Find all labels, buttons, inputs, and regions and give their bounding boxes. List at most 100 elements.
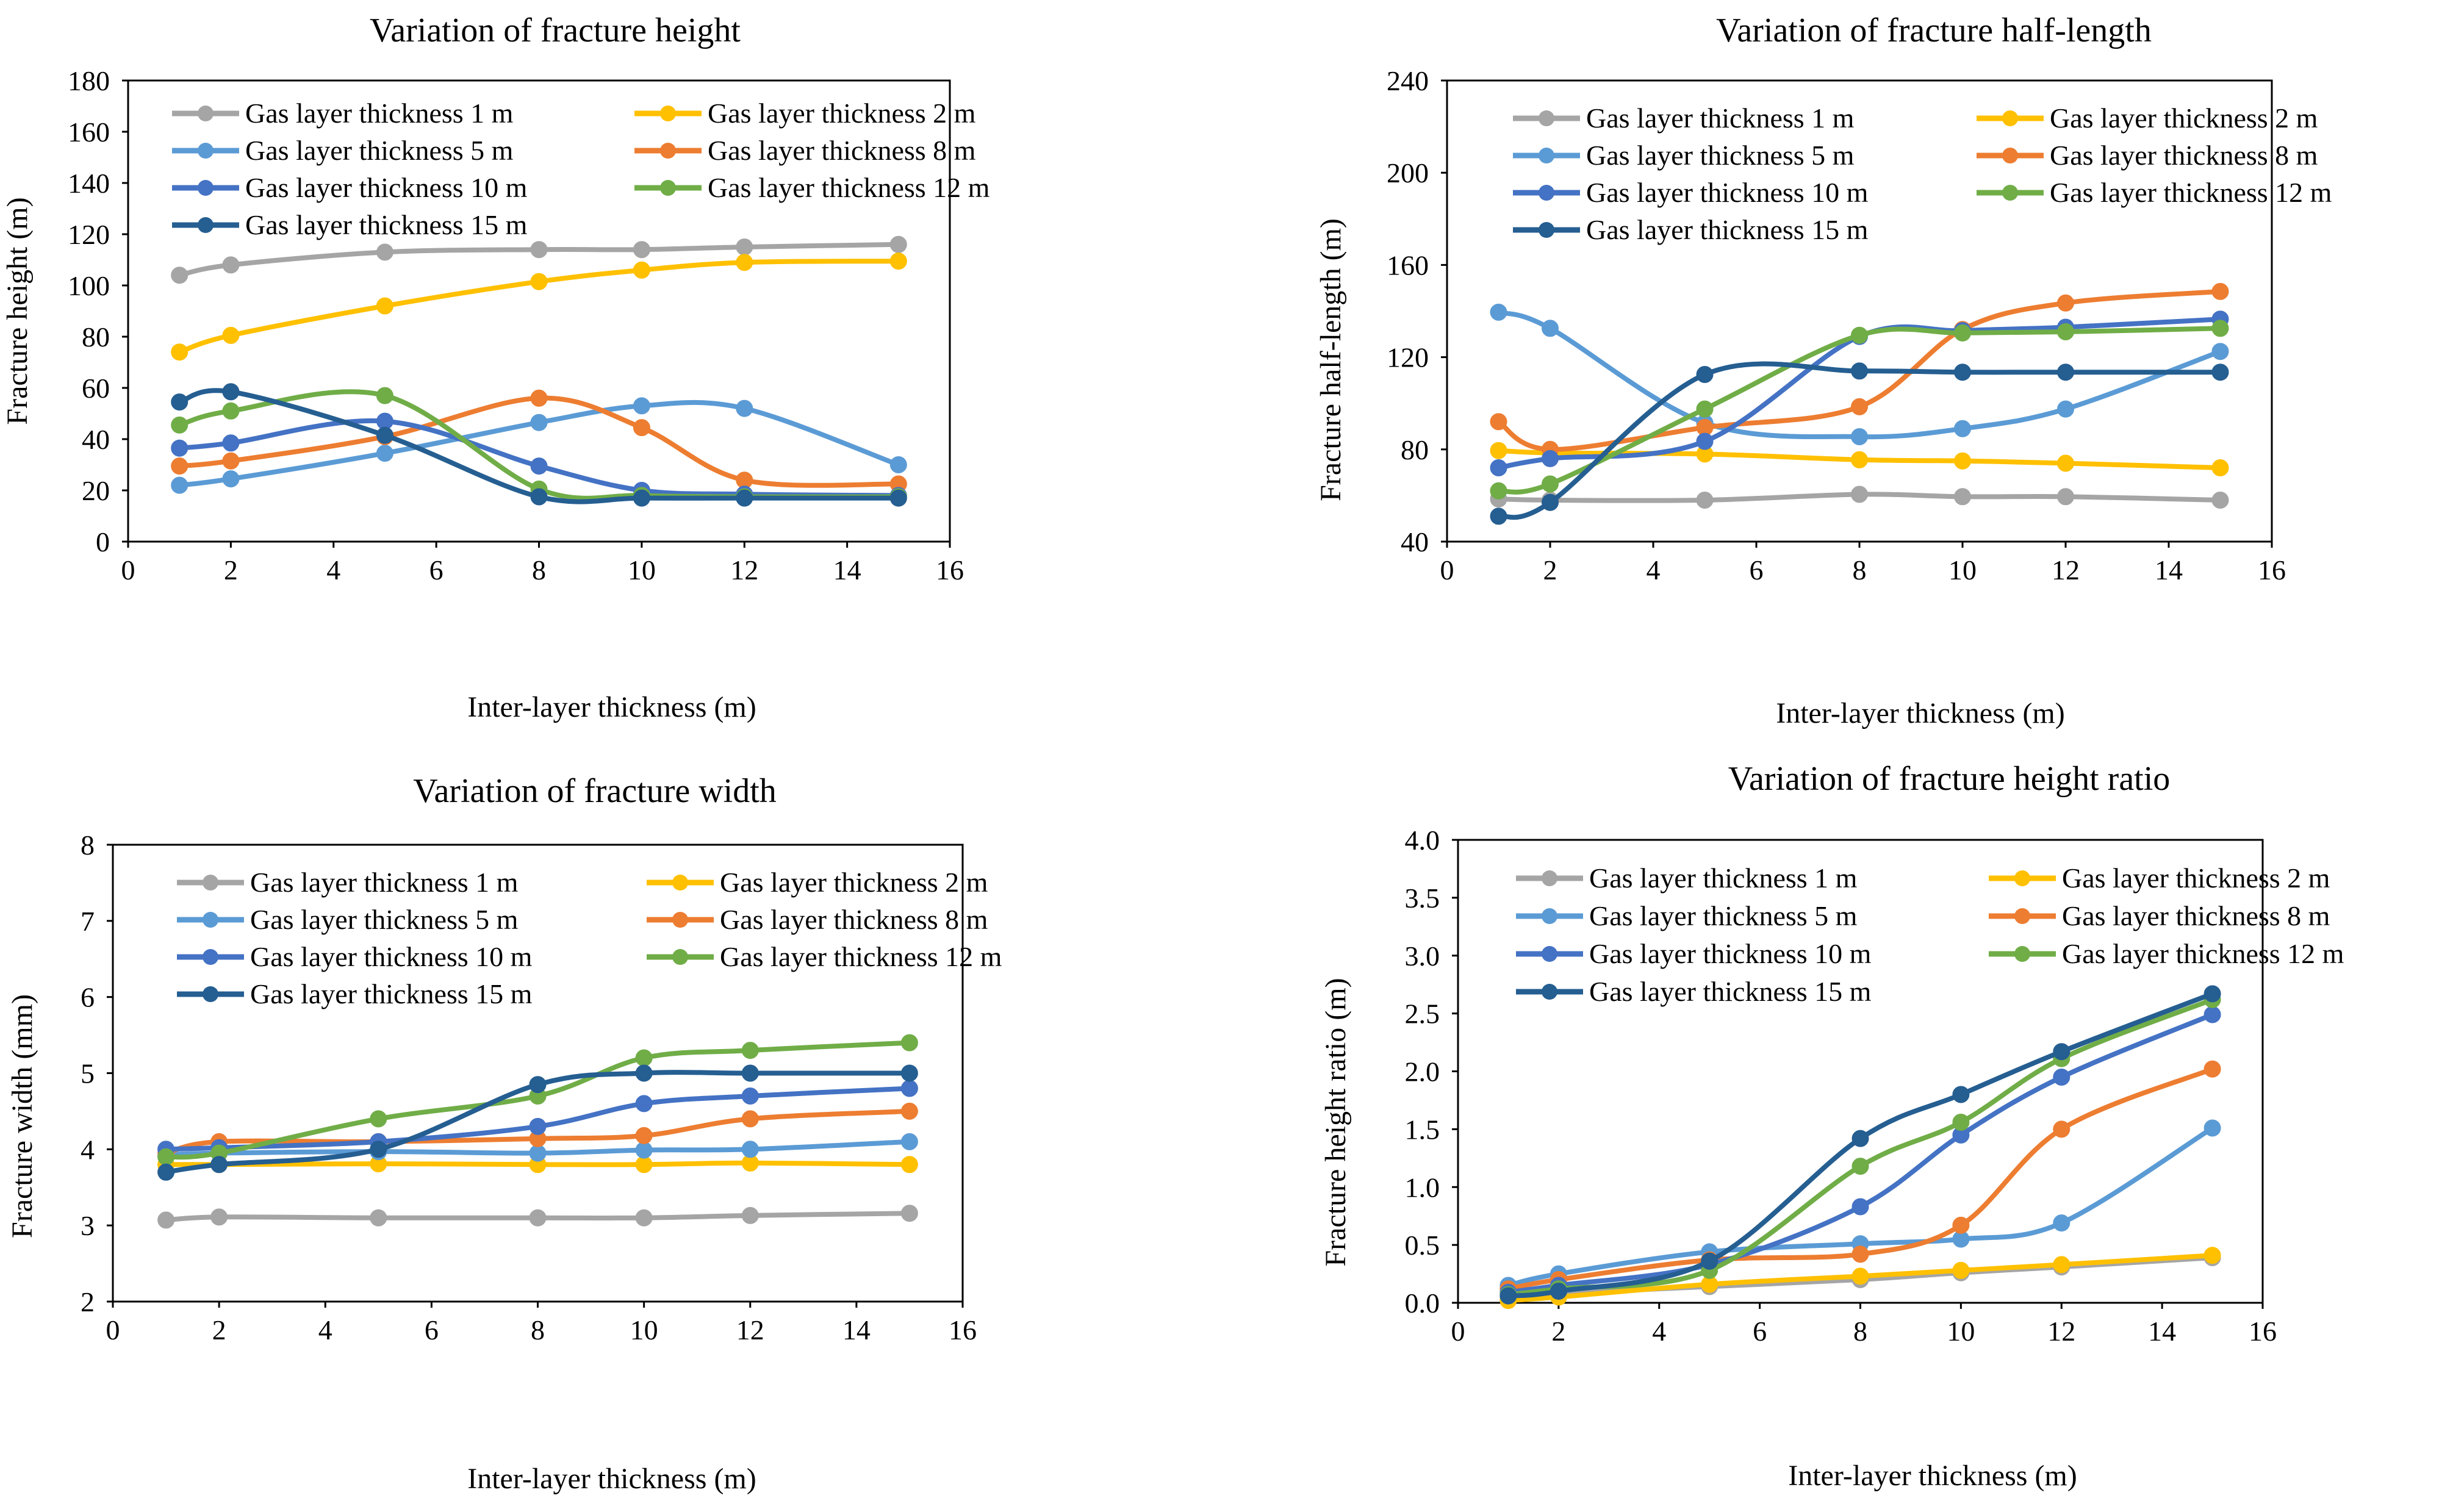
data-point (1490, 459, 1507, 476)
legend-marker (2014, 908, 2030, 924)
y-tick-label: 80 (1401, 434, 1429, 465)
data-point (530, 389, 548, 407)
data-point (1954, 452, 1971, 470)
data-point (210, 1156, 228, 1173)
x-tick-label: 0 (106, 1314, 120, 1345)
legend-label: Gas layer thickness 5 m (1586, 140, 1855, 171)
data-point (529, 1144, 547, 1162)
data-point (1490, 442, 1507, 459)
legend-label: Gas layer thickness 15 m (1586, 214, 1869, 245)
data-point (633, 241, 650, 259)
y-tick-label: 7 (81, 906, 95, 937)
legend-label: Gas layer thickness 15 m (245, 209, 528, 240)
data-point (1954, 324, 1971, 342)
data-point (1490, 303, 1507, 321)
x-tick-label: 16 (936, 554, 964, 586)
data-point (529, 1209, 547, 1227)
chart-fracture-height-svg: Variation of fracture height020406080100… (1, 12, 990, 723)
data-point (736, 254, 753, 271)
data-point (635, 1209, 653, 1227)
data-point (157, 1148, 175, 1166)
data-point (1550, 1283, 1567, 1300)
data-point (171, 439, 189, 457)
y-tick-label: 120 (68, 219, 110, 250)
y-tick-label: 3 (81, 1210, 95, 1241)
data-point (1851, 398, 1868, 415)
data-point (370, 1110, 387, 1128)
legend-label: Gas layer thickness 10 m (1586, 177, 1869, 208)
x-tick-label: 4 (1647, 554, 1661, 586)
data-point (900, 1133, 918, 1150)
y-tick-label: 20 (82, 475, 110, 506)
data-point (157, 1163, 175, 1181)
data-point (171, 416, 189, 434)
data-point (1490, 413, 1507, 431)
legend-marker (198, 180, 214, 196)
legend-label: Gas layer thickness 8 m (708, 135, 976, 166)
data-point (736, 238, 753, 256)
y-tick-label: 80 (82, 321, 110, 353)
legend-marker (1539, 110, 1554, 126)
y-axis-label: Fracture height (m) (1, 197, 34, 425)
data-point (889, 235, 907, 253)
data-point (1696, 492, 1714, 509)
x-tick-label: 14 (2148, 1316, 2176, 1347)
chart-title: Variation of fracture height ratio (1728, 760, 2171, 798)
data-point (736, 399, 753, 417)
data-point (222, 434, 240, 452)
data-point (210, 1208, 228, 1226)
data-point (2211, 343, 2229, 360)
legend-label: Gas layer thickness 10 m (250, 941, 533, 972)
legend-marker (660, 106, 676, 121)
data-point (1954, 488, 1971, 506)
y-tick-label: 160 (1387, 249, 1429, 281)
x-tick-label: 14 (2155, 554, 2183, 586)
data-point (1851, 428, 1868, 445)
data-point (222, 402, 240, 420)
data-point (171, 343, 189, 361)
data-point (2203, 1060, 2221, 1078)
data-point (1696, 366, 1714, 383)
x-tick-label: 12 (2052, 554, 2080, 586)
x-tick-label: 0 (1451, 1316, 1465, 1347)
x-tick-label: 6 (425, 1314, 439, 1345)
x-tick-label: 2 (224, 554, 238, 586)
legend-marker (1542, 870, 1557, 886)
x-tick-label: 0 (1440, 554, 1454, 586)
data-point (633, 261, 650, 279)
x-tick-label: 12 (730, 554, 758, 586)
y-tick-label: 200 (1387, 157, 1429, 188)
data-point (1954, 364, 1971, 381)
data-point (741, 1087, 759, 1105)
data-point (2203, 985, 2221, 1003)
data-point (2203, 1006, 2221, 1023)
legend-marker (1539, 185, 1554, 201)
data-point (2211, 459, 2229, 476)
data-point (900, 1064, 918, 1082)
data-point (1851, 1198, 1869, 1216)
y-tick-label: 60 (82, 373, 110, 404)
data-point (171, 393, 189, 411)
x-axis-label: Inter-layer thickness (m) (1776, 697, 2065, 729)
legend-label: Gas layer thickness 12 m (2062, 938, 2344, 969)
data-point (633, 419, 650, 437)
data-point (222, 452, 240, 470)
data-point (376, 445, 393, 462)
data-point (736, 489, 753, 507)
y-tick-label: 180 (68, 65, 110, 96)
data-point (222, 256, 240, 274)
data-point (889, 456, 907, 473)
legend-label: Gas layer thickness 1 m (1586, 102, 1855, 134)
legend-marker (1542, 984, 1557, 1000)
x-tick-label: 0 (121, 554, 135, 586)
data-point (2057, 294, 2074, 312)
x-tick-label: 16 (2249, 1316, 2277, 1347)
legend-marker (1539, 148, 1554, 163)
data-point (1696, 432, 1714, 450)
data-point (1952, 1216, 1970, 1234)
x-tick-label: 2 (1543, 554, 1557, 586)
chart-fracture-half-length: Variation of fracture half-length 40 80 120… (1306, 0, 2453, 747)
data-point (889, 489, 907, 507)
x-tick-label: 8 (1853, 554, 1867, 586)
chart-fracture-height-ratio-svg: Variation of fracture height ratio 0.0 0.5… (1320, 760, 2344, 1492)
